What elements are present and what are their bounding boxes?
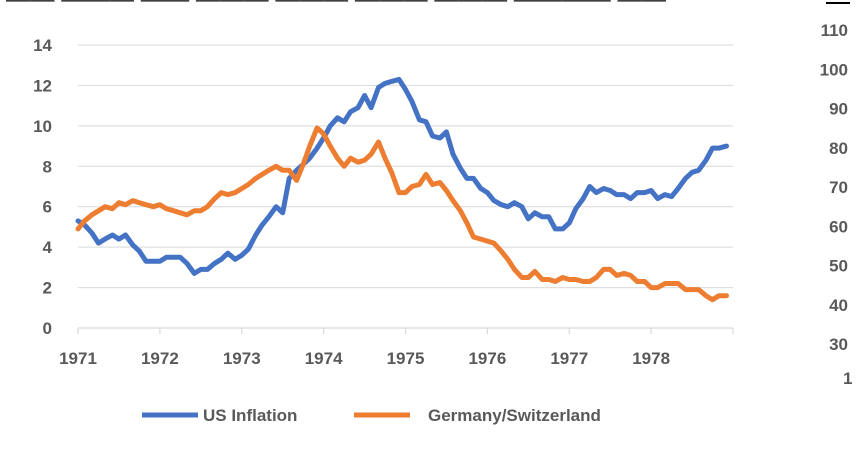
right-axis-tick-label: 30 [829,335,848,354]
right-axis-tick-label: 110 [821,21,848,40]
legend: US Inflation Germany/Switzerland [142,406,601,425]
right-axis: 1 30 40 50 60 70 80 90 100 110 [820,21,853,388]
right-axis-tick-label: 50 [829,257,848,276]
x-tick-label: 1978 [632,349,670,368]
series-line-us-inflation [75,76,729,276]
x-tick-label: 1975 [387,349,425,368]
chart-title-fragment: —— ——— —— ——— ——— ——— ——— ———— —— [6,0,666,11]
y-axis: 0 2 4 6 8 10 12 14 [33,36,52,338]
y-tick-label: 14 [33,36,52,55]
y-tick-label: 10 [33,117,52,136]
right-axis-bottom-fragment: 1 [843,369,852,388]
y-tick-label: 8 [43,157,52,176]
right-axis-tick-label: 70 [829,178,848,197]
y-tick-label: 6 [43,198,52,217]
right-axis-tick-label: 60 [829,217,848,236]
gridlines [78,44,733,289]
x-tick-label: 1977 [550,349,588,368]
x-tick-label: 1976 [468,349,506,368]
y-tick-label: 2 [43,279,52,298]
legend-label: Germany/Switzerland [428,406,601,425]
y-tick-label: 0 [43,319,52,338]
right-axis-tick-label: 100 [820,60,848,79]
right-axis-tick-label: 80 [829,139,848,158]
right-axis-tick-label: 40 [829,296,848,315]
series-line-germany-switzerland [75,125,729,303]
right-axis-tick-label: 90 [829,100,848,119]
x-tick-label: 1971 [59,349,97,368]
x-axis: 1971 1972 1973 1974 1975 1976 1977 1978 [59,327,734,368]
y-tick-label: 4 [43,238,53,257]
series-lines [75,76,729,303]
x-tick-label: 1973 [223,349,261,368]
y-tick-label: 12 [33,76,52,95]
x-tick-label: 1974 [305,349,343,368]
legend-label: US Inflation [203,406,297,425]
x-tick-label: 1972 [141,349,179,368]
